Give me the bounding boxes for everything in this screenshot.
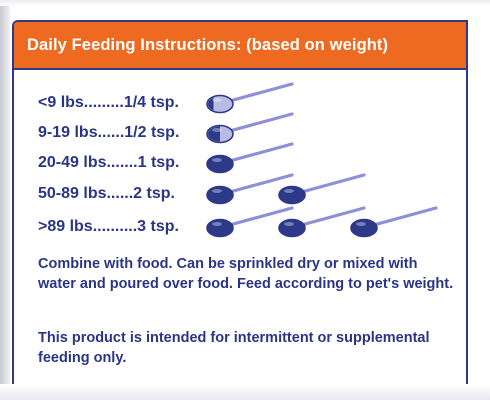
measuring-spoon-icon <box>278 206 366 238</box>
panel-title: Daily Feeding Instructions: (based on we… <box>27 35 389 54</box>
spoon-handle <box>224 206 294 228</box>
measuring-spoon-icon <box>206 206 294 238</box>
spoon-fill-level <box>208 96 214 112</box>
spoon-handle <box>224 173 294 195</box>
panel-header: Daily Feeding Instructions: (based on we… <box>14 22 466 70</box>
spoon-handle <box>296 206 366 228</box>
left-page-edge <box>0 0 10 400</box>
measuring-spoon-icon <box>206 82 294 114</box>
spoon-bowl <box>206 218 234 238</box>
dosage-label: 20-49 lbs.......1 tsp. <box>38 154 180 171</box>
spoon-handle <box>296 173 366 195</box>
spoon-handle <box>368 206 438 228</box>
measuring-spoon-icon <box>206 142 294 174</box>
spoon-handle <box>224 142 294 164</box>
dosage-label: 50-89 lbs......2 tsp. <box>38 185 175 202</box>
spoon-handle <box>224 112 294 134</box>
spoon-highlight <box>356 222 366 226</box>
spoon-highlight <box>212 158 222 162</box>
dosage-row-9-19-lbs: 9-19 lbs......1/2 tsp. <box>38 112 458 150</box>
dosage-row-over-89-lbs: >89 lbs..........3 tsp. <box>38 206 458 244</box>
measuring-spoon-icon <box>206 112 294 144</box>
dosage-row-under-9-lbs: <9 lbs.........1/4 tsp. <box>38 82 458 120</box>
dosage-row-20-49-lbs: 20-49 lbs.......1 tsp. <box>38 142 458 180</box>
mixing-directions-text: Combine with food. Can be sprinkled dry … <box>38 256 454 292</box>
bottom-page-edge <box>0 384 490 400</box>
measuring-spoon-icon <box>350 206 438 238</box>
spoon-highlight <box>212 222 222 226</box>
dosage-label: <9 lbs.........1/4 tsp. <box>38 94 179 111</box>
spoon-highlight <box>284 222 294 226</box>
dosage-label: 9-19 lbs......1/2 tsp. <box>38 124 180 141</box>
spoon-bowl <box>278 185 306 205</box>
dosage-row-50-89-lbs: 50-89 lbs......2 tsp. <box>38 173 458 211</box>
supplemental-feeding-note: This product is intended for intermitten… <box>38 330 430 366</box>
spoon-fill-level <box>208 126 220 142</box>
top-page-edge <box>0 0 490 6</box>
feeding-instructions-panel: Daily Feeding Instructions: (based on we… <box>12 20 468 400</box>
spoon-bowl <box>350 218 378 238</box>
spoon-highlight <box>212 98 222 102</box>
spoon-highlight <box>212 189 222 193</box>
spoon-handle <box>224 82 294 104</box>
measuring-spoon-icon <box>278 173 366 205</box>
dosage-label: >89 lbs..........3 tsp. <box>38 218 179 235</box>
spoon-highlight <box>284 189 294 193</box>
spoon-bowl <box>278 218 306 238</box>
spoon-highlight <box>212 128 222 132</box>
measuring-spoon-icon <box>206 173 294 205</box>
spoon-bowl <box>206 185 234 205</box>
spoon-bowl <box>206 154 234 174</box>
